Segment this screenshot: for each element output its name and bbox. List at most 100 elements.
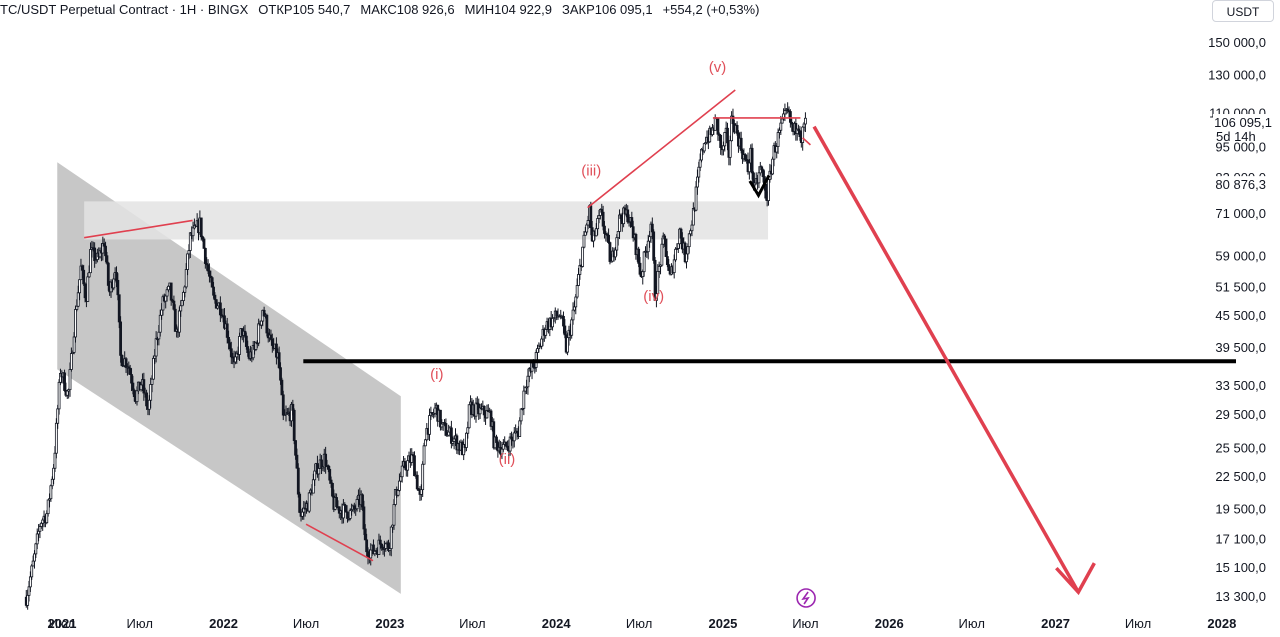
- candle-body: [646, 240, 650, 253]
- resistance-zone: [84, 201, 769, 240]
- candle-body: [86, 276, 90, 302]
- candle-body: [173, 308, 177, 332]
- candle-body: [413, 455, 416, 477]
- candle-body: [474, 402, 478, 417]
- candle-body: [83, 283, 87, 299]
- y-tick-label: 45 500,0: [1215, 308, 1266, 323]
- candle-body: [687, 233, 691, 248]
- candle-body: [735, 124, 739, 134]
- candle-body: [504, 441, 508, 447]
- candle-body: [270, 339, 274, 346]
- candle-body: [522, 390, 526, 409]
- wave-label: (ii): [499, 451, 516, 468]
- candle-body: [132, 389, 136, 397]
- candle-body: [697, 166, 701, 178]
- candle-body: [38, 526, 42, 532]
- y-tick-label: 13 300,0: [1215, 589, 1266, 604]
- candle-body: [227, 337, 230, 344]
- marked-price-tag: 80 876,3: [1215, 177, 1266, 192]
- candle-body: [771, 158, 775, 175]
- x-tick-label: Июл: [293, 616, 319, 631]
- candle-body: [424, 439, 427, 447]
- candle-body: [212, 286, 215, 296]
- candle-body: [246, 346, 250, 354]
- symbol-header: TC/USDT Perpetual Contract · 1H · BINGX …: [0, 2, 759, 18]
- y-tick-label: 17 100,0: [1215, 532, 1266, 547]
- candle-body: [169, 282, 173, 301]
- candle-body: [467, 404, 471, 429]
- candle-body: [716, 118, 720, 135]
- candle-body: [691, 208, 695, 226]
- candle-body: [135, 390, 139, 403]
- candle-body: [526, 375, 530, 388]
- wave-label: (v): [709, 59, 727, 76]
- wave-label: (i): [430, 366, 443, 383]
- candle-body: [46, 499, 50, 515]
- candle-body: [131, 382, 135, 391]
- candle-body: [619, 214, 623, 219]
- candle-body: [326, 465, 330, 470]
- candle-body: [154, 338, 158, 357]
- x-tick-label: 2025: [708, 616, 737, 631]
- candle-body: [45, 513, 49, 524]
- candle-body: [78, 279, 81, 294]
- candle-body: [544, 329, 548, 336]
- candle-body: [663, 235, 667, 240]
- last-price-tag-bg: [1213, 114, 1273, 131]
- candle-body: [292, 409, 296, 441]
- candle-body: [638, 262, 642, 275]
- candle-body: [30, 565, 34, 578]
- candle-body: [152, 357, 155, 380]
- candle-body: [641, 271, 645, 278]
- open-value: ОТКР105 540,7: [258, 2, 351, 17]
- wedge-mark: [802, 137, 811, 146]
- candle-body: [422, 445, 426, 465]
- candle-body: [182, 291, 185, 302]
- candle-body: [269, 334, 273, 340]
- candle-body: [329, 479, 333, 484]
- candle-body: [583, 231, 587, 236]
- candle-body: [281, 394, 285, 416]
- projection-arrowhead: [1055, 562, 1096, 596]
- candle-body: [160, 309, 164, 316]
- candle-body: [186, 253, 189, 270]
- candle-body: [581, 246, 585, 267]
- candle-body: [664, 238, 668, 257]
- candle-body: [39, 522, 43, 527]
- candle-body: [277, 352, 281, 369]
- candle-body: [739, 137, 743, 151]
- candle-body: [573, 306, 576, 311]
- candle-body: [344, 505, 348, 513]
- candle-body: [238, 335, 241, 355]
- candle-body: [26, 594, 30, 606]
- candle-body: [726, 127, 729, 144]
- candle-body: [41, 519, 45, 524]
- trend-line: [84, 219, 193, 239]
- candle-body: [167, 285, 170, 291]
- candle-body: [596, 218, 600, 230]
- candle-body: [243, 330, 247, 337]
- symbol-title[interactable]: TC/USDT Perpetual Contract · 1H · BINGX: [0, 2, 249, 17]
- candle-body: [676, 243, 680, 249]
- y-tick-label: 25 500,0: [1215, 440, 1266, 455]
- candle-body: [650, 223, 654, 233]
- candle-body: [626, 209, 630, 223]
- candle-body: [672, 259, 676, 273]
- candle-body: [614, 249, 617, 258]
- candle-body: [355, 498, 359, 510]
- bounce-mark: [748, 174, 771, 199]
- candle-body: [183, 286, 187, 293]
- candle-body: [719, 135, 723, 148]
- candle-body: [679, 228, 683, 239]
- candle-body: [117, 294, 121, 323]
- currency-button[interactable]: USDT: [1212, 0, 1274, 22]
- candle-body: [106, 262, 110, 286]
- candle-body: [802, 123, 806, 128]
- candle-body: [536, 348, 539, 353]
- candle-body: [87, 272, 91, 278]
- candle-body: [696, 176, 699, 188]
- candle-body: [139, 384, 143, 391]
